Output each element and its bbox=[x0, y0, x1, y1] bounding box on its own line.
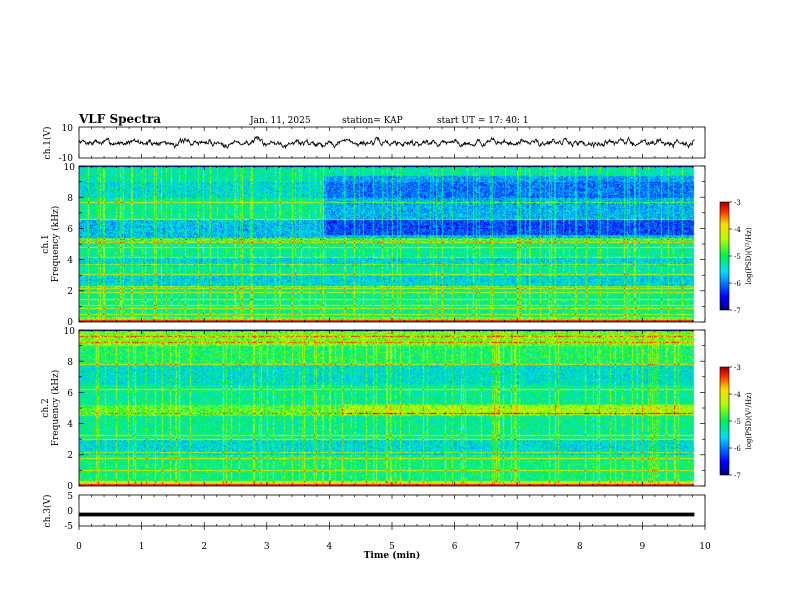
ch1-cb-tick-m6: -6 bbox=[734, 280, 741, 288]
ch1-cb-tick-m4: -4 bbox=[734, 226, 741, 234]
xtick-2: 2 bbox=[201, 542, 207, 552]
ch3-ylabel: ch.3(V) bbox=[42, 495, 53, 528]
ch1-spectrogram-panel: 0 2 4 6 8 10 ch.1 Frequency (kHz) -3 -4 … bbox=[41, 163, 753, 328]
ch2-channel-label: ch.2 bbox=[41, 398, 51, 417]
ch1-ytick-4: 4 bbox=[67, 256, 73, 266]
ch1-ytick-top: 10 bbox=[62, 124, 74, 134]
ch1-waveform-line bbox=[78, 135, 695, 150]
ch1-spectrogram-image bbox=[79, 166, 705, 322]
xtick-3: 3 bbox=[264, 542, 270, 552]
xtick-7: 7 bbox=[514, 542, 520, 552]
ch1-waveform-frame bbox=[78, 126, 706, 159]
ch1-ytick-2: 2 bbox=[67, 287, 73, 297]
ch1-spectrogram-ticks bbox=[78, 165, 706, 323]
ch2-cb-tick-m7: -7 bbox=[734, 472, 741, 480]
ch2-spectrogram-image bbox=[79, 330, 705, 486]
xtick-6: 6 bbox=[452, 542, 458, 552]
ch1-channel-label: ch.1 bbox=[41, 234, 51, 253]
ch2-ytick-10: 10 bbox=[64, 327, 76, 337]
ch1-ytick-0: 0 bbox=[67, 318, 73, 328]
ch1-ytick-bottom: -10 bbox=[59, 154, 74, 164]
ch2-ytick-4: 4 bbox=[67, 420, 73, 430]
ch1-frequency-label: Frequency (kHz) bbox=[50, 206, 61, 283]
xtick-9: 9 bbox=[640, 542, 646, 552]
xtick-4: 4 bbox=[327, 542, 333, 552]
xtick-0: 0 bbox=[76, 542, 82, 552]
ch1-ytick-8: 8 bbox=[67, 194, 73, 204]
ch2-colorbar: -3 -4 -5 -6 -7 log(PSD)(V²/Hz) bbox=[719, 364, 753, 480]
ch1-colorbar-image bbox=[720, 202, 729, 310]
ch2-ytick-0: 0 bbox=[67, 482, 73, 492]
ch3-ytick-bottom: -5 bbox=[64, 522, 73, 532]
ch2-colorbar-image bbox=[720, 367, 729, 475]
station-label: station= KAP bbox=[342, 116, 403, 126]
xtick-1: 1 bbox=[139, 542, 145, 552]
xtick-10: 10 bbox=[699, 542, 711, 552]
ch3-trace-panel: 5 0 -5 ch.3(V) 0 1 2 3 4 5 6 7 8 9 10 Ti… bbox=[42, 492, 711, 561]
ch2-ytick-6: 6 bbox=[67, 389, 73, 399]
ch3-trace-frame bbox=[78, 494, 706, 527]
ch2-spectrogram-panel: 0 2 4 6 8 10 ch.2 Frequency (kHz) -3 -4 … bbox=[41, 327, 753, 492]
ch1-ylabel: ch.1(V) bbox=[42, 127, 53, 160]
ch3-ytick-top: 5 bbox=[67, 492, 73, 502]
ch2-ytick-2: 2 bbox=[67, 451, 73, 461]
ch1-cb-tick-m5: -5 bbox=[734, 253, 741, 261]
ch2-cb-tick-m3: -3 bbox=[734, 364, 741, 372]
ch1-ytick-10: 10 bbox=[64, 163, 76, 173]
ch1-cb-tick-m3: -3 bbox=[734, 199, 741, 207]
date-label: Jan. 11, 2025 bbox=[249, 116, 311, 126]
ch2-cb-tick-m6: -6 bbox=[734, 445, 741, 453]
ch3-trace-ticks bbox=[78, 495, 706, 530]
ch1-colorbar-ticks bbox=[729, 201, 732, 311]
ch1-waveform-panel: 10 -10 ch.1(V) bbox=[42, 124, 706, 164]
ch2-cb-tick-m5: -5 bbox=[734, 418, 741, 426]
figure-title: VLF Spectra bbox=[78, 112, 161, 126]
ch2-cb-tick-m4: -4 bbox=[734, 391, 741, 399]
time-axis-label: Time (min) bbox=[364, 550, 421, 561]
ch1-ytick-6: 6 bbox=[67, 225, 73, 235]
ch3-ytick-mid: 0 bbox=[67, 507, 73, 517]
ch2-colorbar-label: log(PSD)(V²/Hz) bbox=[745, 392, 753, 449]
ch1-cb-tick-m7: -7 bbox=[734, 307, 741, 315]
ch1-waveform-ticks bbox=[78, 127, 706, 158]
start-ut-label: start UT = 17: 40: 1 bbox=[437, 116, 529, 126]
ch2-colorbar-ticks bbox=[729, 366, 732, 476]
xtick-5: 5 bbox=[389, 542, 395, 552]
ch2-frequency-label: Frequency (kHz) bbox=[50, 370, 61, 447]
ch2-spectrogram-ticks bbox=[78, 329, 706, 487]
ch1-colorbar: -3 -4 -5 -6 -7 log(PSD)(V²/Hz) bbox=[719, 199, 753, 315]
ch1-colorbar-label: log(PSD)(V²/Hz) bbox=[745, 227, 753, 284]
ch2-ytick-8: 8 bbox=[67, 358, 73, 368]
time-tick-labels: 0 1 2 3 4 5 6 7 8 9 10 bbox=[76, 542, 711, 552]
xtick-8: 8 bbox=[577, 542, 583, 552]
